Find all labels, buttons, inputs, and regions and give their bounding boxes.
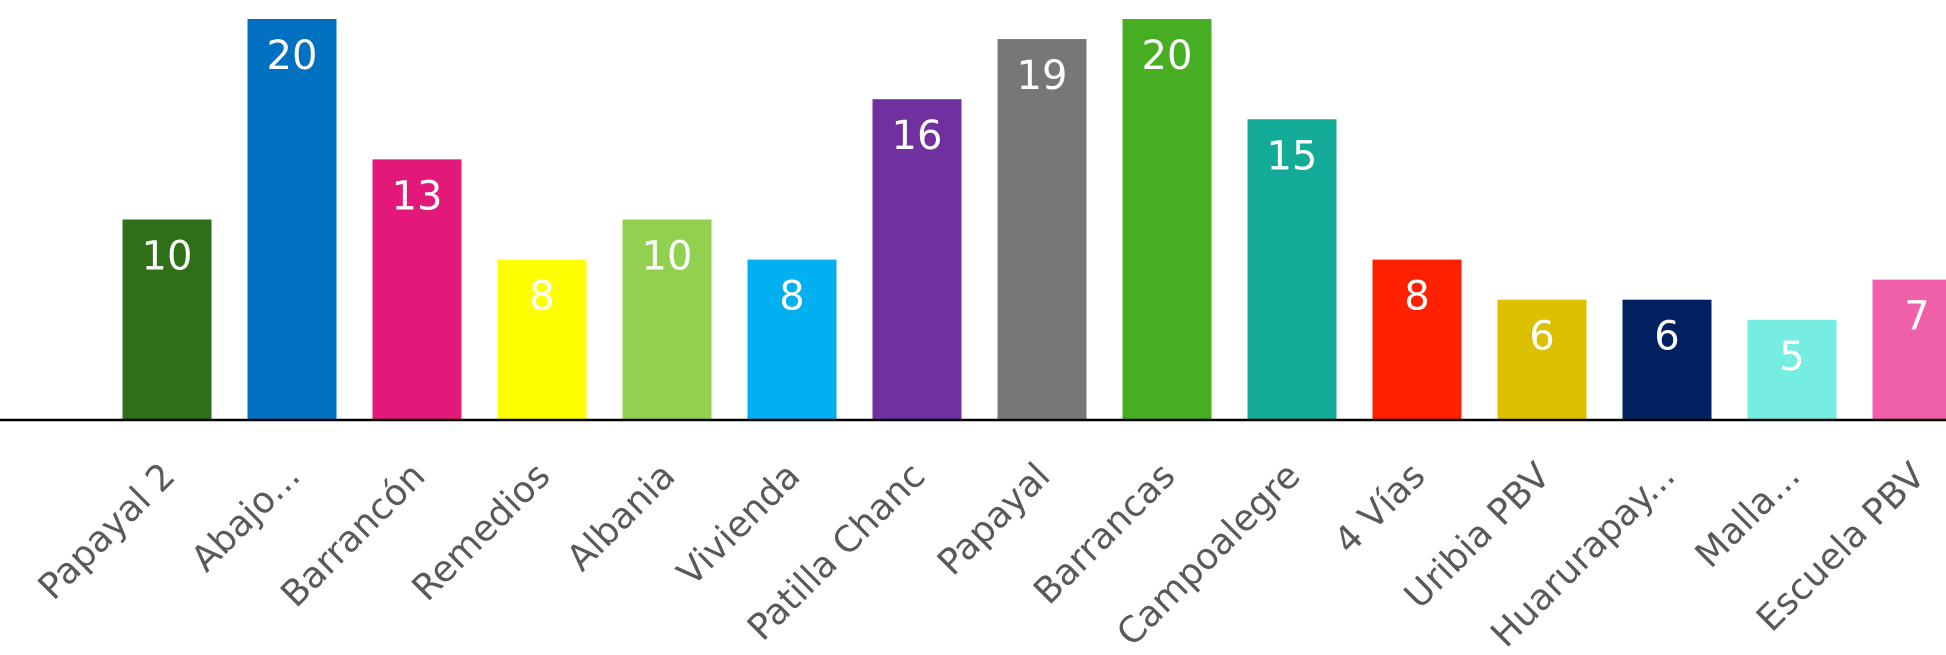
- bar-7: [997, 39, 1087, 421]
- bar-0: [122, 219, 212, 420]
- value-label-9: 15: [1267, 133, 1318, 179]
- category-label-0: Papayal 2: [31, 455, 184, 608]
- bar-14: [1872, 279, 1946, 420]
- value-label-10: 8: [1404, 274, 1429, 320]
- value-label-1: 20: [267, 33, 318, 79]
- value-label-6: 16: [892, 113, 943, 159]
- bar-6: [872, 99, 962, 420]
- category-label-4: Albania: [559, 455, 683, 579]
- value-labels-group: 10 20 13 8 10 8 16 19 20 15 8 6 6 5 7: [142, 33, 1930, 380]
- value-label-2: 13: [392, 173, 443, 219]
- bar-13: [1747, 319, 1837, 420]
- category-label-3: Remedios: [405, 455, 559, 609]
- category-label-10: 4 Vías: [1327, 455, 1434, 562]
- bar-10: [1372, 259, 1462, 420]
- category-label-7: Papayal: [930, 455, 1058, 583]
- value-label-3: 8: [529, 274, 554, 320]
- bar-11: [1497, 299, 1587, 420]
- value-label-5: 8: [779, 274, 804, 320]
- bars-group: [122, 19, 1946, 421]
- value-label-13: 5: [1779, 334, 1804, 380]
- value-label-14: 7: [1904, 294, 1929, 340]
- category-label-1: Abajo...: [184, 455, 309, 580]
- bar-4: [622, 219, 712, 420]
- value-label-11: 6: [1529, 314, 1554, 360]
- bar-12: [1622, 299, 1712, 420]
- value-label-12: 6: [1654, 314, 1679, 360]
- bar-1: [247, 19, 337, 420]
- bar-2: [372, 159, 462, 420]
- bar-8: [1122, 19, 1212, 420]
- value-label-4: 10: [642, 234, 693, 280]
- value-label-7: 19: [1017, 53, 1068, 99]
- bar-9: [1247, 119, 1337, 420]
- category-label-13: Malla...: [1688, 455, 1809, 576]
- value-label-0: 10: [142, 234, 193, 280]
- bar-5: [747, 259, 837, 420]
- value-label-8: 20: [1142, 33, 1193, 79]
- bar-3: [497, 259, 587, 420]
